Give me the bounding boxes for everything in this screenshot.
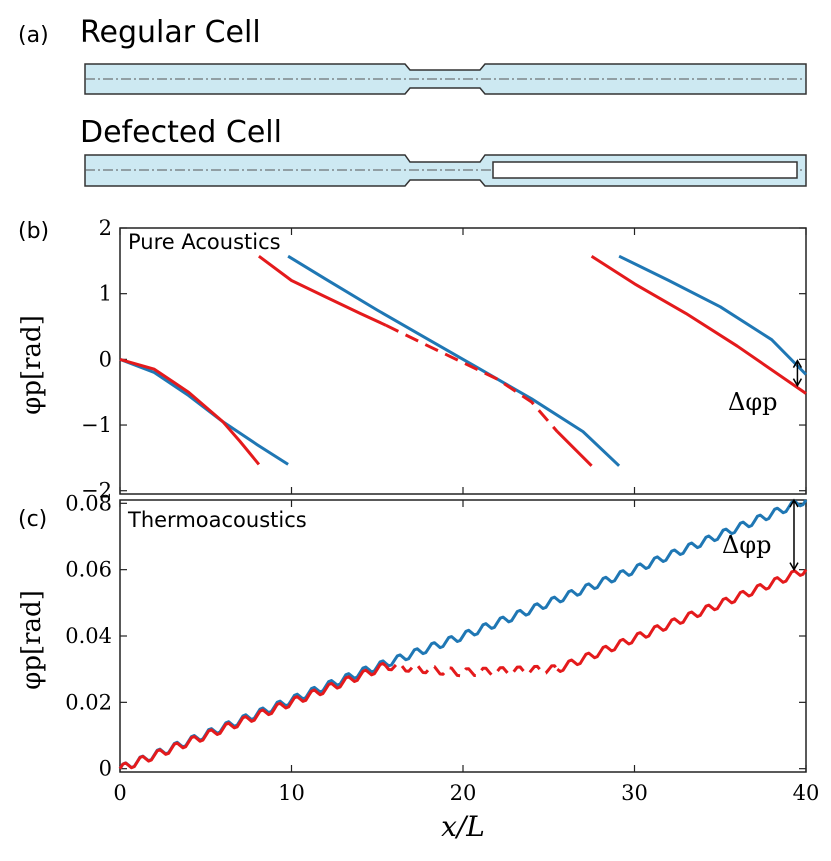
y-tick-label: 0.08 bbox=[65, 491, 112, 515]
panel-c-label: (c) bbox=[18, 507, 47, 532]
series-defected-segment-0 bbox=[119, 357, 261, 466]
y-tick-label: 2 bbox=[99, 216, 112, 240]
series-regular-segment-2 bbox=[618, 254, 808, 376]
series-defected-segment-1 bbox=[258, 254, 387, 327]
series-regular-segment-1 bbox=[287, 254, 621, 467]
delta-arrow-head-top bbox=[792, 359, 803, 369]
panel-c-ylabel: φp[rad] bbox=[17, 590, 47, 690]
panel-c-delta-label: Δφp bbox=[722, 531, 772, 559]
x-tick-label: 0 bbox=[113, 781, 126, 805]
y-tick-label: 0 bbox=[99, 347, 112, 371]
regular-cell-diagram bbox=[84, 63, 807, 95]
delta-arrow-head-top bbox=[789, 498, 799, 508]
panel-b-delta-label: Δφp bbox=[728, 388, 778, 416]
defected-cell-title: Defected Cell bbox=[80, 115, 282, 150]
y-tick-label: 0.04 bbox=[65, 624, 112, 648]
panel-a: (a) Regular Cell Defected Cell bbox=[18, 15, 807, 187]
panel-b-y-ticks: −2 −1 0 1 2 bbox=[81, 216, 807, 503]
x-tick-label: 20 bbox=[450, 781, 477, 805]
x-tick-label: 40 bbox=[793, 781, 820, 805]
panel-c-axis-ticks: 0 0.02 0.04 0.06 0.08 0 10 20 30 40 bbox=[65, 491, 819, 805]
series-defected-in-defect bbox=[384, 661, 559, 678]
x-tick-label: 10 bbox=[278, 781, 305, 805]
panel-b-title: Pure Acoustics bbox=[128, 230, 281, 254]
series-regular-segment-0 bbox=[119, 357, 289, 466]
series-defected bbox=[118, 662, 387, 770]
panel-b-label: (b) bbox=[18, 219, 49, 244]
regular-cell-title: Regular Cell bbox=[80, 15, 261, 50]
panel-a-label: (a) bbox=[18, 23, 49, 48]
y-tick-label: 0 bbox=[99, 757, 112, 781]
x-axis-label: x/L bbox=[441, 810, 485, 843]
panel-c-title: Thermoacoustics bbox=[127, 508, 307, 532]
delta-arrow-head-bottom bbox=[792, 378, 803, 388]
y-tick-label: 0.06 bbox=[65, 558, 112, 582]
panel-c-series bbox=[118, 499, 808, 770]
panel-b-series bbox=[119, 254, 808, 467]
panel-b: (b) Pure Acoustics −2 −1 0 1 2 Δφp φp[rad] bbox=[17, 216, 808, 503]
series-defected-in-defect-segment-0 bbox=[385, 323, 559, 433]
defected-cell-diagram bbox=[84, 154, 807, 187]
panel-b-delta-annotation: Δφp bbox=[728, 359, 803, 416]
series-defected-after bbox=[556, 568, 808, 673]
panel-b-ylabel: φp[rad] bbox=[17, 315, 47, 415]
panel-c: (c) Thermoacoustics 0 0.02 0.04 0.06 0.08 0 10… bbox=[17, 491, 819, 843]
x-tick-label: 30 bbox=[621, 781, 648, 805]
y-tick-label: 0.02 bbox=[65, 690, 112, 714]
delta-arrow-head-bottom bbox=[789, 562, 799, 572]
panel-c-delta-annotation: Δφp bbox=[722, 498, 799, 572]
y-tick-label: −2 bbox=[81, 479, 112, 503]
series-defected-segment-2 bbox=[556, 430, 593, 467]
y-tick-label: −1 bbox=[81, 413, 112, 437]
defect-insert bbox=[492, 161, 798, 179]
series-defected-segment-3 bbox=[590, 254, 807, 395]
y-tick-label: 1 bbox=[99, 282, 112, 306]
